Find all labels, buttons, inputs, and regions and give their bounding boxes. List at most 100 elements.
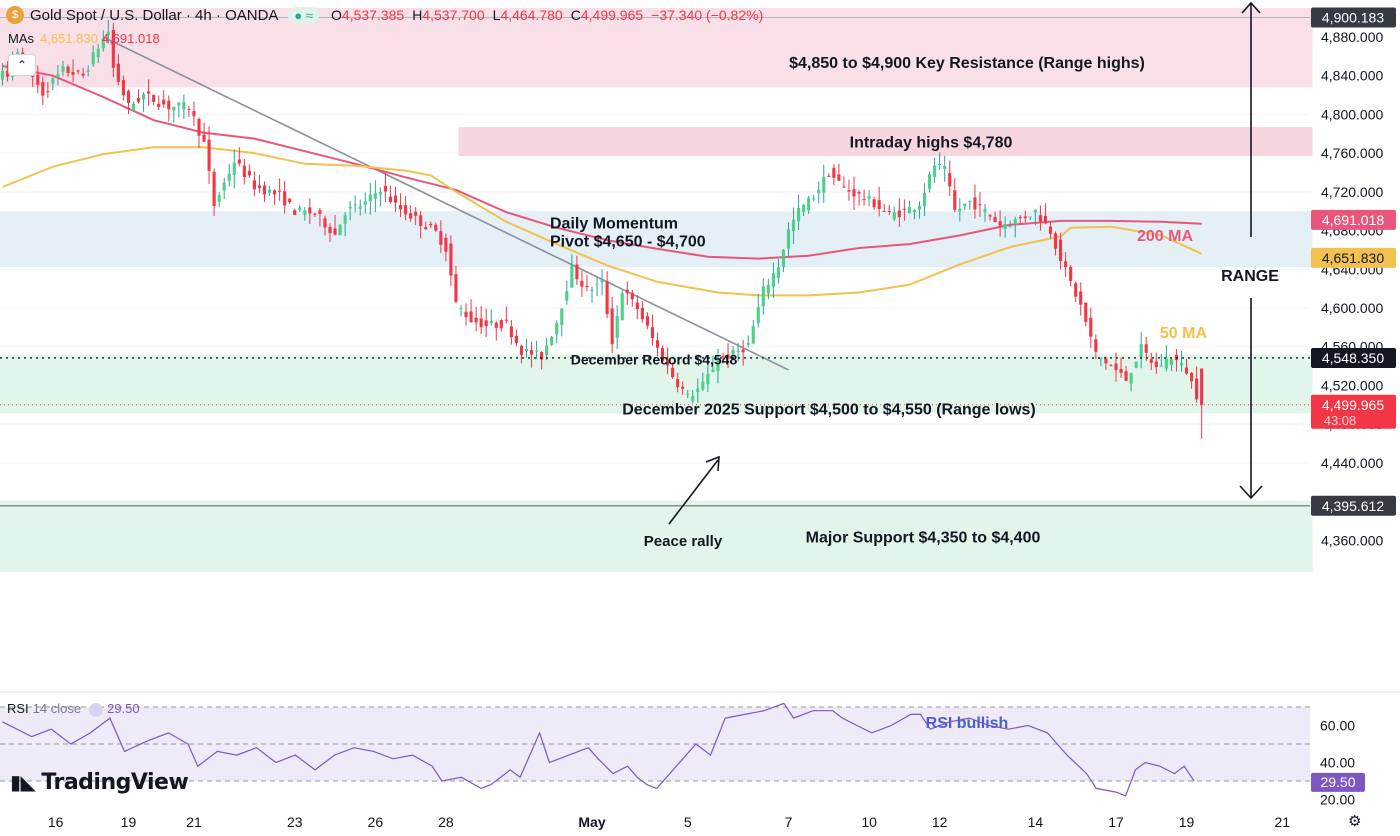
zone-label: December 2025 Support $4,500 to $4,550 (…	[622, 402, 1036, 419]
candle-body	[852, 189, 856, 197]
candle-body	[479, 318, 483, 328]
gear-icon[interactable]: ⚙	[1348, 813, 1362, 830]
candle-body	[1154, 361, 1158, 368]
candle-body	[786, 229, 791, 249]
candle-body	[902, 208, 906, 210]
price-tick-label: 4,760.000	[1321, 145, 1383, 161]
candle-body	[1104, 358, 1108, 364]
candle-body	[928, 174, 932, 189]
time-tick-label: 14	[1028, 814, 1044, 830]
collapse-legend-button[interactable]: ⌃	[8, 54, 36, 76]
time-tick-label: 7	[785, 814, 793, 830]
ma50-label: 50 MA	[1160, 325, 1208, 342]
tradingview-logo[interactable]: ▮◣ TradingView	[10, 770, 189, 795]
candle-body	[262, 185, 267, 195]
candle-body	[963, 203, 967, 207]
downtrend-line	[102, 36, 789, 371]
candle-body	[1139, 344, 1143, 358]
candle-body	[0, 70, 5, 80]
candle-body	[1033, 209, 1037, 213]
candle-body	[86, 70, 90, 72]
candle-body	[1084, 302, 1088, 322]
mas-legend[interactable]: MAs 4,651.830 4,691.018	[8, 31, 160, 46]
candle-body	[449, 243, 453, 276]
high-value: 4,537.700	[422, 7, 485, 23]
open-key: O	[331, 7, 342, 23]
candle-body	[938, 163, 942, 165]
candle-body	[187, 108, 191, 110]
candle-body	[776, 267, 780, 278]
price-label-box	[1311, 209, 1396, 230]
candle-body	[1013, 219, 1017, 225]
candle-body	[1195, 378, 1199, 400]
symbol-header: $ Gold Spot / U.S. Dollar · 4h · OANDA ●…	[0, 0, 771, 30]
candle-body	[817, 189, 821, 194]
zone-label: Daily Momentum	[550, 216, 678, 233]
price-tick-label: 4,720.000	[1321, 184, 1383, 200]
candle-body	[434, 224, 438, 231]
price-label-box	[1311, 247, 1396, 268]
zone-label: Intraday highs $4,780	[850, 135, 1013, 152]
candle-body	[756, 307, 760, 324]
time-tick-label: 12	[932, 814, 948, 830]
candle-body	[293, 210, 297, 215]
candle-body	[1064, 261, 1068, 268]
rsi-legend[interactable]: RSI 14 close 29.50	[7, 701, 140, 717]
candle-body	[131, 103, 136, 111]
price-tick-label: 4,880.000	[1321, 29, 1383, 45]
candle-body	[741, 349, 745, 353]
candle-body	[993, 216, 997, 223]
symbol-title[interactable]: Gold Spot / U.S. Dollar · 4h · OANDA	[30, 6, 279, 24]
price-axis: 60.00 40.00 20.00 4,880.000 4,840.000 4,800.0…	[1311, 7, 1396, 808]
candle-body	[686, 393, 690, 395]
rsi-settings-icon[interactable]	[89, 702, 104, 717]
price-label: 4,900.183	[1322, 9, 1384, 25]
candle-body	[1028, 216, 1032, 218]
candle-body	[771, 273, 775, 287]
candle-body	[267, 189, 272, 193]
candle-body	[630, 292, 634, 300]
candle-body	[76, 70, 80, 72]
candle-body	[907, 206, 911, 214]
candle-body	[172, 106, 176, 111]
candle-body	[202, 134, 206, 142]
candle-body	[610, 308, 614, 345]
candle-body	[157, 103, 161, 107]
candle-body	[439, 231, 443, 245]
candle-body	[71, 72, 75, 75]
time-tick-label: 23	[287, 814, 303, 830]
candle-body	[1144, 344, 1148, 353]
candle-body	[91, 52, 95, 65]
grid	[0, 36, 1310, 541]
candle-body	[1149, 359, 1153, 363]
zone	[0, 500, 1313, 573]
candle-body	[232, 162, 236, 175]
candle-body	[696, 388, 700, 393]
market-status-icon[interactable]: ● ≈	[288, 6, 320, 24]
candle-body	[555, 323, 559, 335]
candle-body	[126, 90, 131, 104]
candle-body	[41, 82, 45, 96]
time-tick-label: 21	[186, 814, 202, 830]
candle-body	[318, 210, 322, 214]
price-label-box	[1311, 495, 1396, 516]
time-tick-label: 10	[861, 814, 877, 830]
candle-body	[671, 367, 675, 378]
candle-body	[404, 205, 408, 215]
candle-body	[887, 210, 891, 212]
candle-body	[273, 190, 277, 195]
price-label-box	[1311, 347, 1396, 368]
candle-body	[368, 194, 372, 202]
ma200-value: 4,691.018	[101, 31, 160, 46]
candle-body	[988, 215, 992, 217]
price-label-box	[1311, 7, 1396, 28]
candle-body	[701, 381, 705, 390]
mas-label: MAs	[8, 31, 34, 46]
rsi-value: 29.50	[107, 701, 140, 716]
time-tick-label: 28	[438, 814, 454, 830]
high-key: H	[412, 7, 423, 23]
price-label: 4,395.612	[1322, 498, 1384, 514]
low-value: 4,464.780	[500, 7, 563, 23]
price-tick-label: 4,360.000	[1321, 532, 1383, 548]
